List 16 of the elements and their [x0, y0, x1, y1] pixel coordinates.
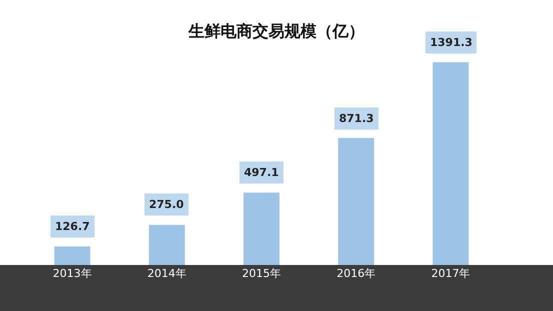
bar [148, 224, 185, 265]
data-label: 871.3 [339, 112, 374, 125]
data-label: 1391.3 [430, 36, 472, 49]
x-tick-label: 2014年 [147, 267, 186, 280]
data-label: 497.1 [244, 166, 279, 179]
bar [54, 246, 90, 265]
x-tick-label: 2013年 [52, 267, 92, 280]
x-tick-label: 2016年 [336, 267, 376, 280]
bar [338, 138, 374, 265]
bar [432, 62, 469, 265]
x-tick-label: 2017年 [431, 267, 470, 280]
data-label: 126.7 [55, 220, 90, 233]
x-tick-label: 2015年 [242, 267, 281, 280]
chart-title: 生鲜电商交易规模（亿） [188, 22, 364, 41]
data-label: 275.0 [149, 198, 184, 211]
bar [244, 192, 280, 265]
